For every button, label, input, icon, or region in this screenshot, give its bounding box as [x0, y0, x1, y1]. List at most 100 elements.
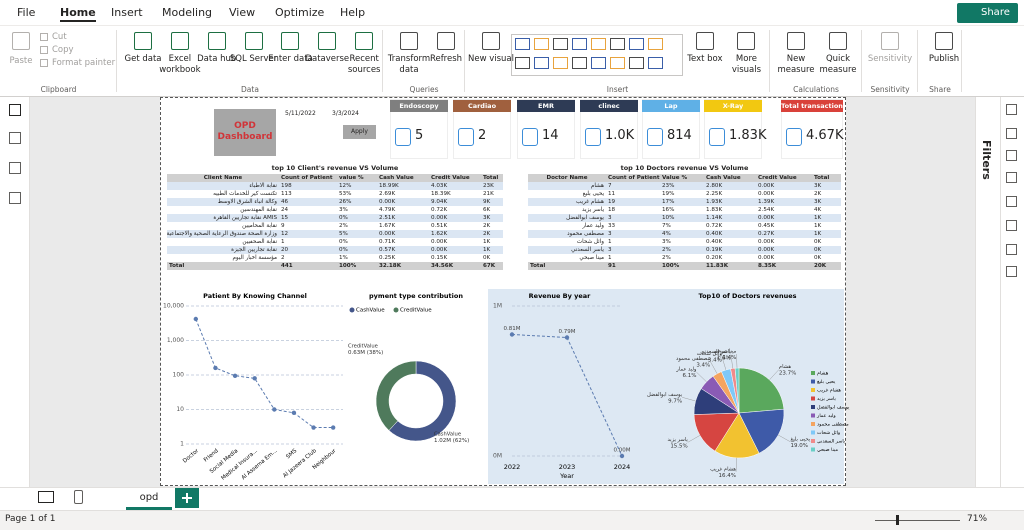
view-icon[interactable] [74, 490, 83, 504]
ribbon-button[interactable]: Copy [40, 44, 115, 56]
visual-icon[interactable] [571, 57, 587, 69]
ribbon-button[interactable]: Excel workbook [158, 30, 201, 84]
visual-icon[interactable] [628, 57, 644, 69]
table-cell: 1.83K [706, 207, 723, 213]
ribbon-button[interactable]: Enter data [268, 30, 313, 84]
table-row: ياسر السعدني 3 2% 0.19K 0.00K 0K [528, 246, 841, 254]
ribbon-button[interactable]: Sensitivity [868, 30, 912, 84]
table-title: top 10 Doctors revenue VS Volume [620, 164, 749, 172]
table-cell: يوسف ابوالفضل [566, 215, 604, 221]
table-cell: 2.51K [379, 215, 396, 221]
icon [437, 32, 455, 50]
visual-icon[interactable] [590, 57, 606, 69]
ribbon-button[interactable]: Quick measure [816, 30, 858, 84]
nav-icon[interactable] [9, 132, 21, 144]
slice-label: CreditValue [348, 344, 378, 350]
date-from[interactable]: 5/11/2022 [285, 110, 316, 117]
menu-tab[interactable]: Insert [111, 6, 143, 19]
ribbon-button[interactable]: Dataverse [305, 30, 349, 84]
page-tab[interactable]: opd [126, 488, 172, 510]
ribbon-button[interactable]: Paste [6, 30, 36, 80]
icon [170, 32, 189, 50]
share-button[interactable]: Share [957, 3, 1018, 23]
y-tick-label: 0M [493, 453, 502, 460]
table-cell: 4% [662, 231, 671, 237]
ribbon-button[interactable]: Format painter [40, 57, 115, 69]
ribbon-group-label: Calculations [793, 85, 839, 94]
menu-tab[interactable]: Optimize [275, 6, 325, 19]
pane-icon[interactable] [1006, 266, 1017, 277]
menu-tab[interactable]: Modeling [162, 6, 213, 19]
visual-icon[interactable] [514, 57, 530, 69]
table-row: نقابة تجاريين الجيزة 20 0% 0.57K 0.00K 1K [167, 246, 503, 254]
icon-rail [1000, 97, 1024, 487]
visual-icon[interactable] [590, 38, 606, 50]
table-cell: Value % [662, 175, 688, 181]
table-cell: 26% [339, 199, 352, 205]
visual-icon[interactable] [647, 57, 663, 69]
ribbon-button[interactable]: Data hub [195, 30, 236, 84]
ribbon-button[interactable]: New measure [774, 30, 816, 84]
report-page: OPD Dashboard 5/11/2022 3/3/2024 Apply Endos… [160, 97, 850, 486]
nav-icon[interactable] [9, 192, 21, 204]
zoom-level[interactable]: 71% [967, 514, 988, 524]
date-to[interactable]: 3/3/2024 [332, 110, 359, 117]
ribbon-button[interactable]: New visual [468, 30, 514, 84]
card-header: Lap [642, 100, 700, 112]
ribbon-button[interactable]: Publish [922, 30, 959, 84]
legend-label: CreditValue [400, 308, 432, 314]
ribbon-button[interactable]: Transform data [387, 30, 430, 84]
card-icon [647, 128, 663, 146]
ribbon-button[interactable]: Cut [40, 31, 115, 43]
pane-icon[interactable] [1006, 220, 1017, 231]
visual-gallery[interactable] [510, 34, 683, 76]
kpi-card: Total transaction 4.67K [781, 99, 843, 159]
visual-icon[interactable] [609, 38, 625, 50]
visual-icon[interactable] [647, 38, 663, 50]
pane-icon[interactable] [1006, 172, 1017, 183]
visual-icon[interactable] [628, 38, 644, 50]
ribbon-button[interactable]: Recent sources [342, 30, 380, 84]
ribbon-button[interactable]: More visuals [724, 30, 766, 84]
visual-icon[interactable] [533, 57, 549, 69]
view-icon[interactable] [38, 491, 54, 503]
table-cell: 0.71K [379, 239, 396, 245]
menu-tab[interactable]: File [17, 6, 36, 19]
icon [829, 32, 847, 50]
visual-icon[interactable] [571, 38, 587, 50]
table-cell: 2.69K [379, 191, 396, 197]
ribbon-button[interactable]: Text box [683, 30, 725, 84]
menu-tab[interactable]: Home [60, 6, 96, 22]
visual-icon[interactable] [514, 38, 530, 50]
ribbon-button[interactable]: SQL Server [230, 30, 277, 84]
nav-icon[interactable] [9, 104, 21, 116]
table-row: نقابة الصحفيين 1 0% 0.71K 0.00K 1K [167, 238, 503, 246]
x-axis-label: Year [559, 472, 574, 480]
pane-icon[interactable] [1006, 128, 1017, 139]
zoom-slider[interactable] [875, 520, 960, 521]
pane-icon[interactable] [1006, 104, 1017, 115]
pane-icon[interactable] [1006, 196, 1017, 207]
y-tick-label: 100 [173, 372, 185, 379]
ribbon-group-label: Queries [409, 85, 439, 94]
ribbon-button[interactable]: Get data [121, 30, 162, 84]
card-header: Total transaction [781, 100, 843, 112]
filters-label[interactable]: Filters [980, 140, 993, 180]
menu-tab[interactable]: View [229, 6, 256, 19]
visual-icon[interactable] [609, 57, 625, 69]
visual-icon[interactable] [552, 38, 568, 50]
ribbon-button[interactable]: Refresh [424, 30, 462, 84]
card-value: 814 [667, 128, 692, 143]
table-cell: 1 [281, 239, 285, 245]
add-page-button[interactable] [175, 488, 199, 508]
visual-icon[interactable] [552, 57, 568, 69]
visual-icon[interactable] [533, 38, 549, 50]
pane-icon[interactable] [1006, 244, 1017, 255]
apply-button[interactable]: Apply [343, 125, 376, 139]
menu-tab[interactable]: Help [340, 6, 366, 19]
zoom-knob[interactable] [896, 515, 899, 525]
pane-icon[interactable] [1006, 150, 1017, 161]
nav-icon[interactable] [9, 162, 21, 174]
table-cell: 0.00K [431, 239, 448, 245]
slice [375, 360, 417, 431]
